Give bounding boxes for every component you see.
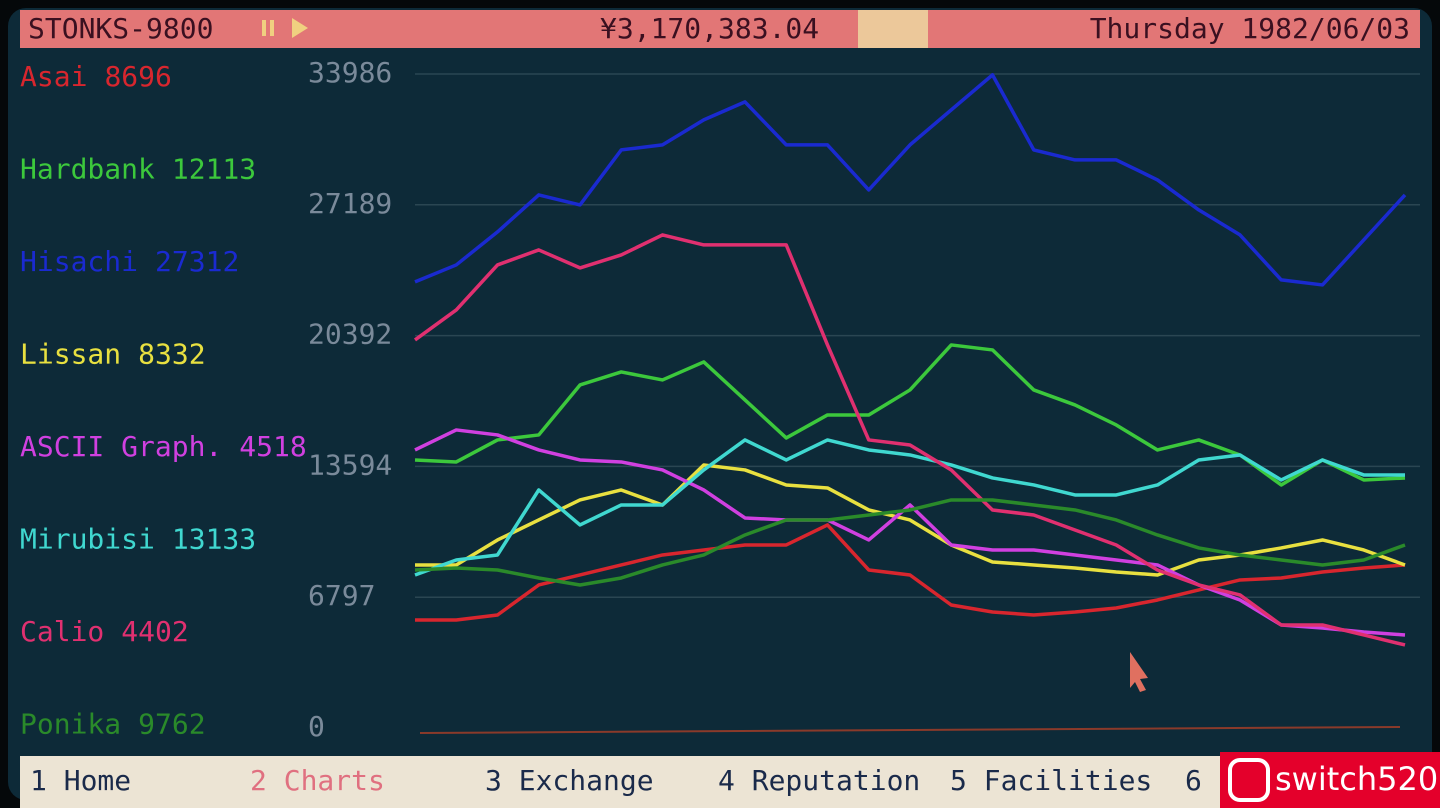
baseline	[419, 726, 1401, 734]
legend-name: Mirubisi	[20, 523, 155, 556]
legend-price: 4518	[239, 430, 306, 463]
series-line	[414, 428, 1406, 637]
tab[interactable]: 5 Facilities	[950, 764, 1152, 797]
watermark-logo	[1228, 758, 1270, 802]
legend-price: 8332	[138, 338, 205, 371]
legend-item: Ponika 9762	[20, 708, 206, 741]
series-line	[414, 498, 1406, 587]
legend-price: 4402	[121, 615, 188, 648]
tab[interactable]: 6	[1185, 764, 1202, 797]
game-title: STONKS-9800	[28, 12, 213, 45]
legend-price: 9762	[138, 708, 205, 741]
watermark: switch520	[1275, 760, 1438, 798]
legend-item: ASCII Graph. 4518	[20, 430, 307, 463]
series-line	[413, 233, 1406, 647]
legend-price: 27312	[155, 245, 239, 278]
legend-price: 13133	[172, 523, 256, 556]
tab[interactable]: 3 Exchange	[485, 764, 654, 797]
speed-controls[interactable]	[262, 18, 308, 38]
series-line	[415, 523, 1406, 622]
tab[interactable]: 4 Reputation	[718, 764, 920, 797]
legend-item: Hardbank 12113	[20, 153, 256, 186]
y-tick-label: 27189	[308, 187, 392, 220]
legend-name: Calio	[20, 615, 104, 648]
legend-name: Lissan	[20, 338, 121, 371]
legend-name: Asai	[20, 60, 87, 93]
legend-name: ASCII Graph.	[20, 430, 222, 463]
y-tick-label: 0	[308, 710, 325, 743]
legend-item: Calio 4402	[20, 615, 189, 648]
legend-item: Hisachi 27312	[20, 245, 239, 278]
y-tick-label: 6797	[308, 579, 375, 612]
monitor	[8, 8, 1432, 800]
tab[interactable]: 2 Charts	[250, 764, 385, 797]
legend-name: Ponika	[20, 708, 121, 741]
tabs: 1 Home 2 Charts 3 Exchange 4 Reputation 5 Fa…	[30, 764, 1202, 797]
legend-price: 12113	[172, 153, 256, 186]
footer-bar	[20, 756, 1420, 808]
legend-item: Lissan 8332	[20, 338, 206, 371]
money: ¥3,170,383.04	[600, 12, 819, 45]
date: Thursday 1982/06/03	[1090, 12, 1410, 45]
y-tick-label: 33986	[308, 56, 392, 89]
header-box	[858, 10, 928, 48]
y-tick-label: 20392	[308, 318, 392, 351]
chart: 0 6797 13594 20392 27189 33986 Asai 8696 Hardban…	[20, 56, 1420, 743]
series-line	[414, 73, 1407, 287]
legend-name: Hisachi	[20, 245, 138, 278]
cursor	[1130, 652, 1148, 692]
y-tick-label: 13594	[308, 448, 392, 481]
legend-name: Hardbank	[20, 153, 155, 186]
legend-price: 8696	[104, 60, 171, 93]
legend-item: Asai 8696	[20, 60, 172, 93]
legend-item: Mirubisi 13133	[20, 523, 256, 556]
series-line	[414, 438, 1405, 577]
tab[interactable]: 1 Home	[30, 764, 131, 797]
header-bar	[20, 10, 1420, 48]
